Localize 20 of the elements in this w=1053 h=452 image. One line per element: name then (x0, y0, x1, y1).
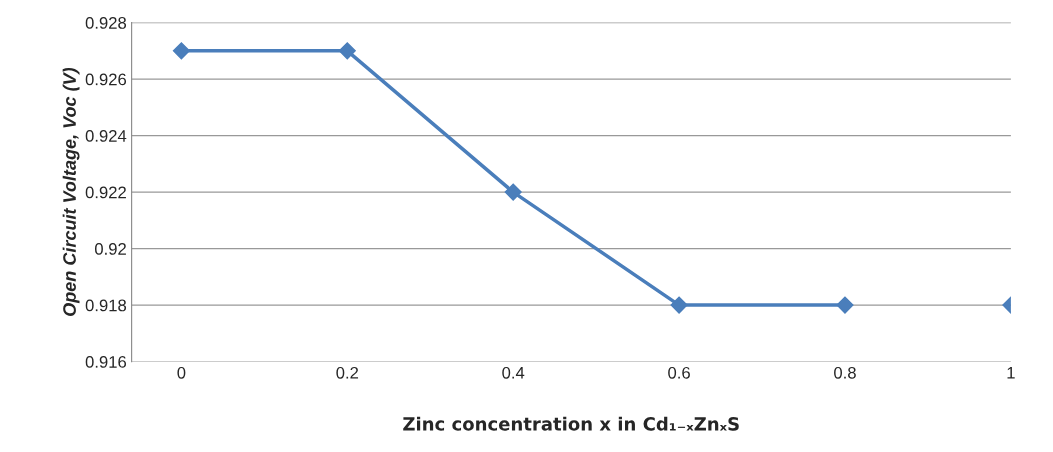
point (504, 183, 522, 201)
point (338, 42, 356, 60)
y-tick-label: 0.916 (85, 356, 127, 368)
y-tick-label: 0.92 (94, 243, 126, 255)
point (670, 296, 688, 314)
point (172, 42, 190, 60)
point (836, 296, 854, 314)
x-tick-label: 1 (1007, 367, 1015, 379)
y-tick-label: 0.928 (85, 17, 127, 29)
y-tick-label: 0.922 (85, 186, 126, 199)
y-axis-title: Open Circuit Voltage, Voc (V) (62, 67, 80, 316)
y-tick-label: 0.918 (85, 299, 127, 312)
x-axis-title: Zinc concentration x in Cd₁₋ₓZnₓS (403, 416, 739, 431)
x-tick-label: 0.2 (336, 366, 359, 379)
x-tick-label: 0 (177, 366, 186, 379)
x-tick-label: 0.8 (834, 366, 856, 379)
x-tick-label: 0.4 (502, 366, 525, 379)
x-tick-label: 0.6 (668, 366, 690, 379)
y-tick-label: 0.926 (85, 73, 127, 86)
y-tick-label: 0.924 (85, 130, 127, 142)
